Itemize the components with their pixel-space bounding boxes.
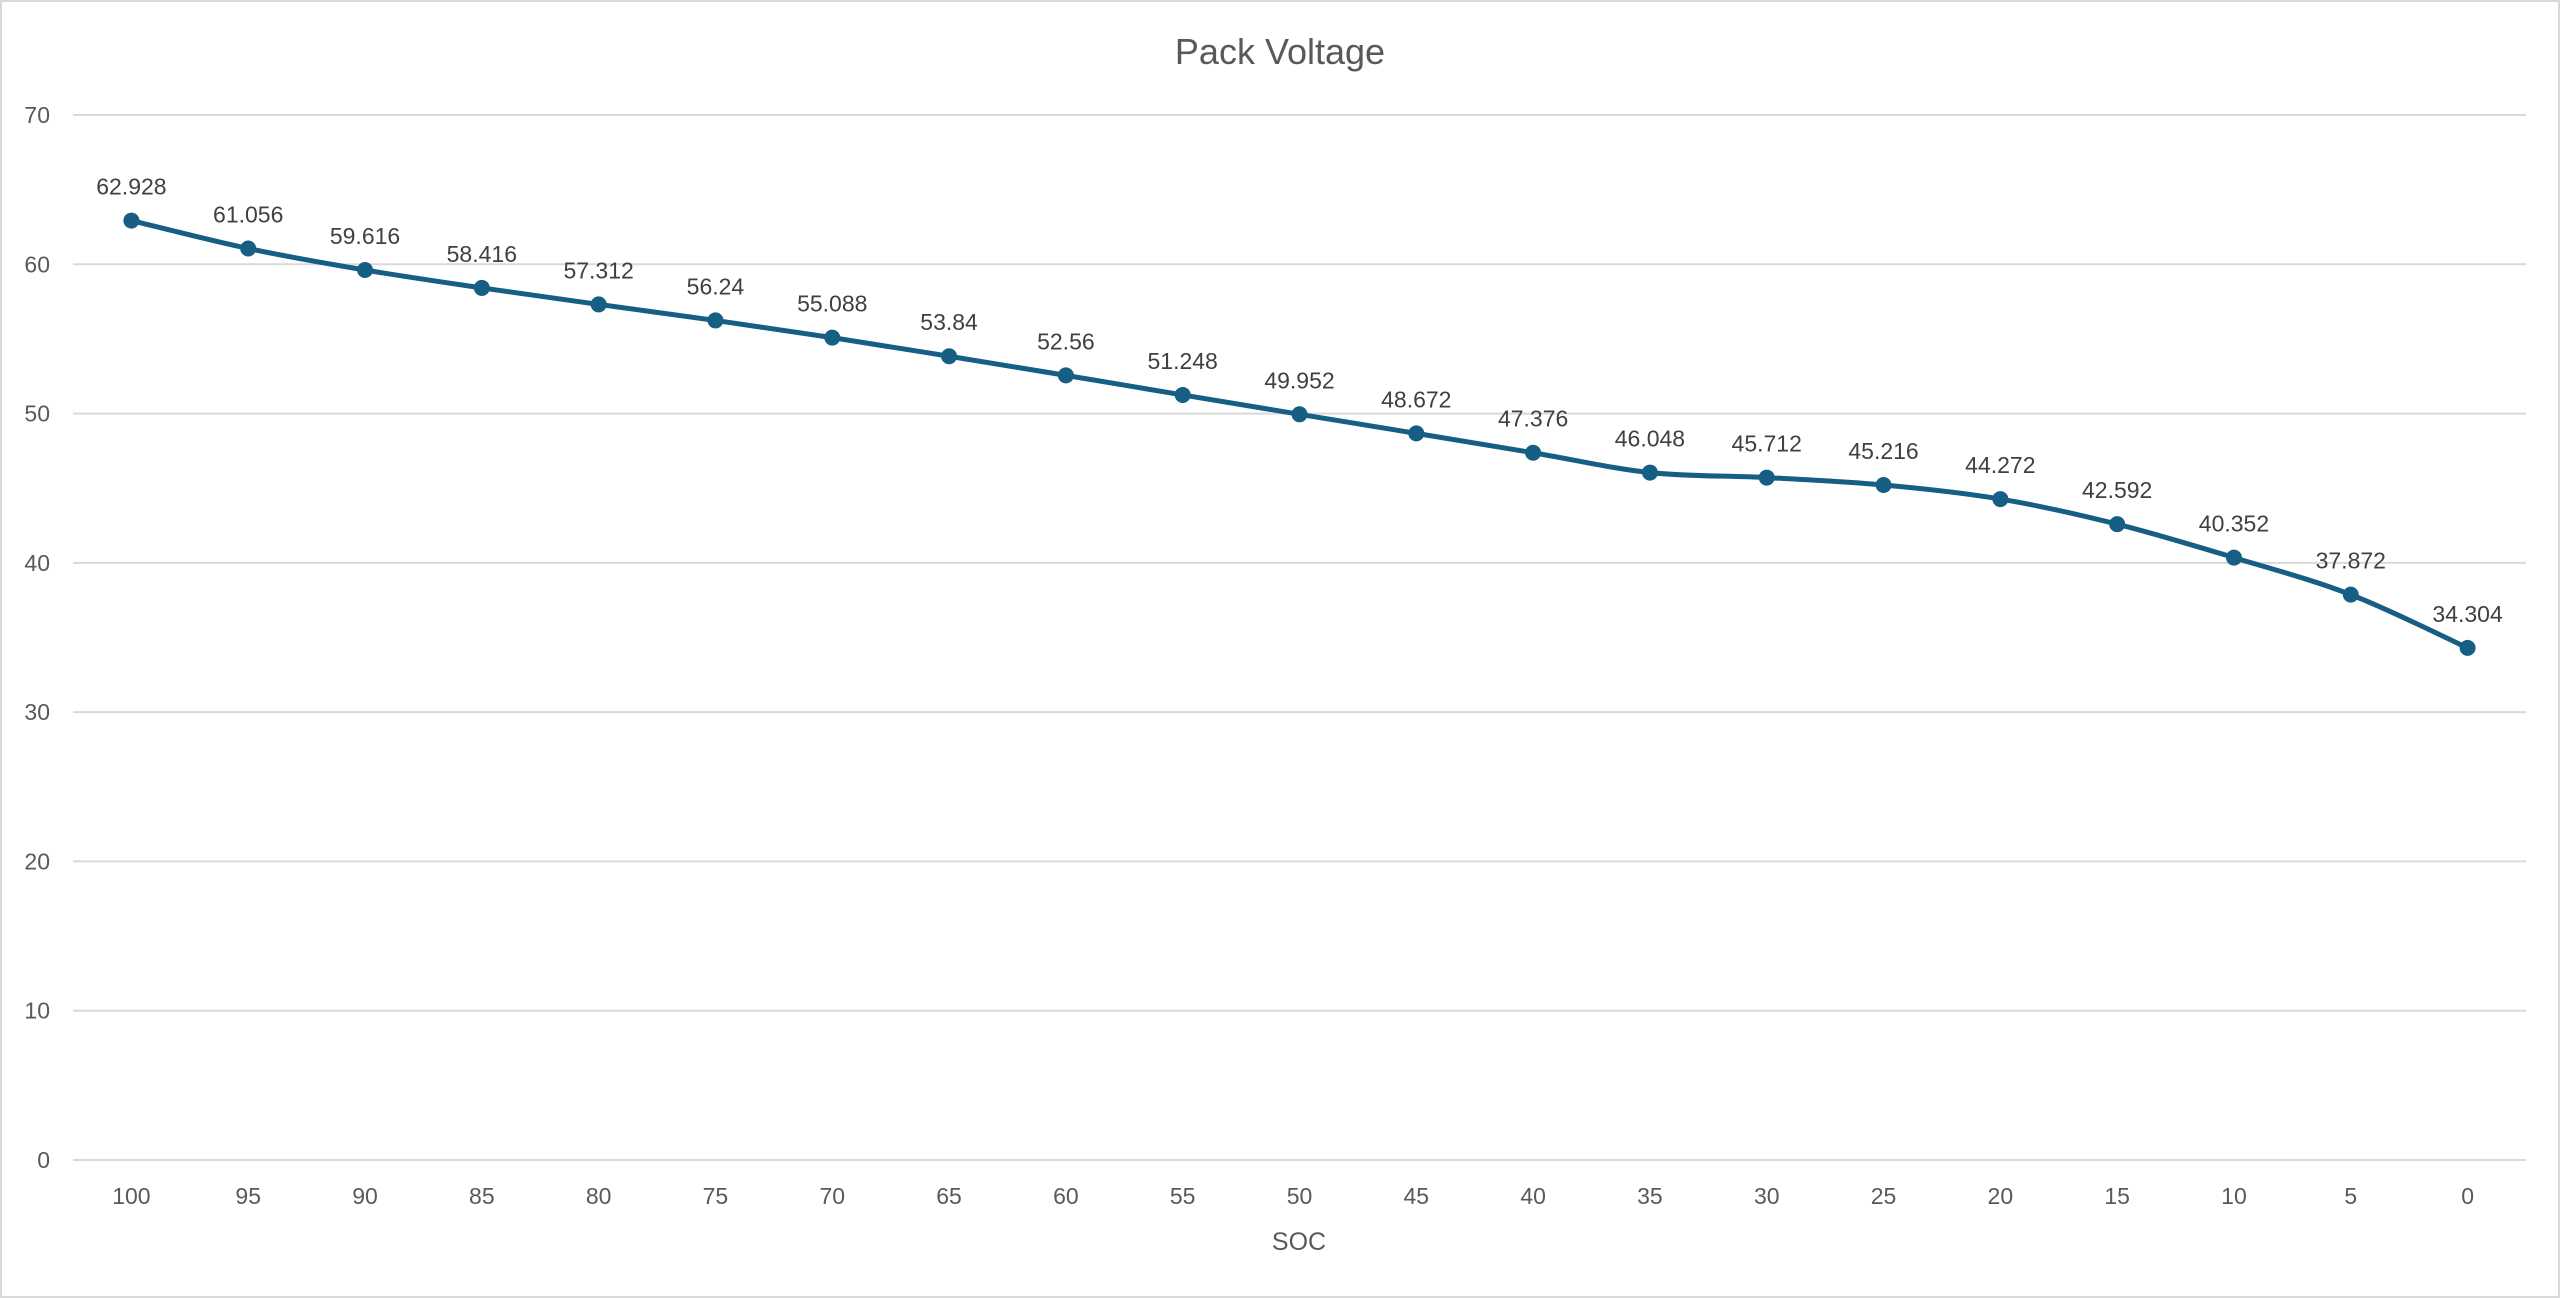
data-point	[941, 348, 958, 365]
y-tick-label: 10	[24, 998, 50, 1024]
x-tick-label: 5	[2344, 1183, 2357, 1209]
x-tick-label: 20	[1988, 1183, 2014, 1209]
x-tick-label: 55	[1170, 1183, 1196, 1209]
x-tick-label: 40	[1520, 1183, 1546, 1209]
data-point	[1291, 406, 1308, 423]
data-label: 56.24	[687, 273, 745, 299]
data-point	[123, 212, 140, 229]
x-tick-label: 45	[1404, 1183, 1430, 1209]
x-tick-label: 15	[2104, 1183, 2130, 1209]
y-tick-label: 30	[24, 699, 50, 725]
data-label: 53.84	[920, 309, 978, 335]
x-tick-label: 0	[2461, 1183, 2474, 1209]
x-tick-label: 90	[352, 1183, 378, 1209]
data-label: 58.416	[447, 241, 517, 267]
x-tick-label: 80	[586, 1183, 612, 1209]
data-label: 42.592	[2082, 477, 2152, 503]
data-point	[2342, 586, 2359, 603]
data-point	[824, 329, 841, 346]
data-label: 37.872	[2316, 548, 2386, 574]
data-label: 34.304	[2432, 601, 2503, 627]
data-point	[1758, 469, 1775, 486]
data-point	[1408, 425, 1425, 442]
x-tick-label: 100	[112, 1183, 150, 1209]
x-tick-label: 30	[1754, 1183, 1780, 1209]
data-label: 45.216	[1848, 438, 1918, 464]
data-label: 47.376	[1498, 406, 1568, 432]
x-tick-label: 35	[1637, 1183, 1663, 1209]
data-point	[1992, 491, 2009, 508]
y-tick-label: 20	[24, 848, 50, 874]
data-point	[1875, 476, 1892, 493]
chart-title: Pack Voltage	[1175, 31, 1385, 72]
x-tick-label: 50	[1287, 1183, 1313, 1209]
data-label: 46.048	[1615, 426, 1685, 452]
data-point	[1641, 464, 1658, 481]
x-axis-title: SOC	[1272, 1228, 1326, 1256]
data-point	[357, 262, 374, 279]
data-label: 55.088	[797, 291, 867, 317]
x-tick-label: 75	[703, 1183, 729, 1209]
data-point	[1174, 386, 1191, 403]
data-label: 59.616	[330, 223, 400, 249]
y-tick-label: 50	[24, 401, 50, 427]
data-point	[707, 312, 724, 329]
data-label: 48.672	[1381, 386, 1451, 412]
data-label: 52.56	[1037, 328, 1095, 354]
x-tick-label: 65	[936, 1183, 962, 1209]
data-point	[2109, 516, 2126, 533]
y-tick-label: 70	[24, 102, 50, 128]
data-label: 62.928	[96, 174, 166, 200]
data-label: 57.312	[563, 257, 633, 283]
x-tick-label: 25	[1871, 1183, 1897, 1209]
data-label: 45.712	[1732, 431, 1802, 457]
data-label: 40.352	[2199, 511, 2269, 537]
x-tick-label: 85	[469, 1183, 495, 1209]
data-label: 51.248	[1148, 348, 1218, 374]
data-point	[2459, 639, 2476, 656]
data-point	[2225, 549, 2242, 566]
data-point	[590, 296, 607, 313]
data-label: 44.272	[1965, 452, 2035, 478]
data-point	[1525, 444, 1542, 461]
x-tick-label: 70	[819, 1183, 845, 1209]
x-tick-label: 10	[2221, 1183, 2247, 1209]
data-label: 61.056	[213, 202, 283, 228]
x-tick-label: 95	[235, 1183, 261, 1209]
x-tick-label: 60	[1053, 1183, 1079, 1209]
data-label: 49.952	[1264, 367, 1334, 393]
data-point	[1057, 367, 1074, 384]
data-point	[240, 240, 257, 257]
y-tick-label: 0	[37, 1147, 50, 1173]
y-tick-label: 40	[24, 550, 50, 576]
y-tick-label: 60	[24, 251, 50, 277]
data-point	[473, 279, 490, 296]
